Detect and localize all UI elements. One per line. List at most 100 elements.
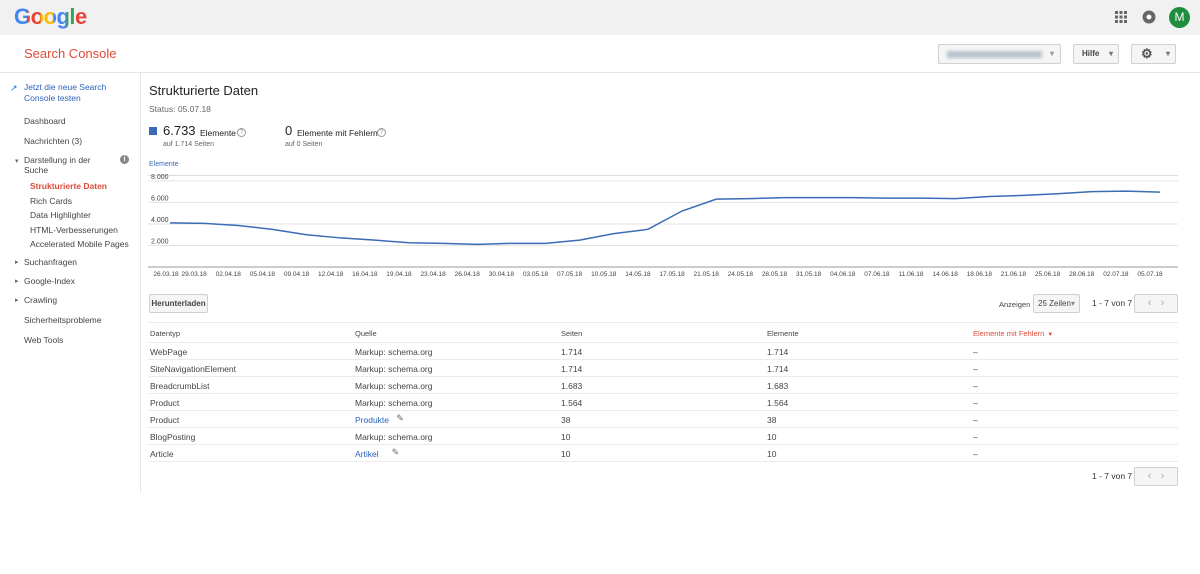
edit-icon[interactable]: ✎ [391,447,400,457]
x-tick-label: 05.07.18 [1137,271,1163,278]
table-cell: WebPage [150,347,188,357]
table-cell: 1.714 [767,347,789,357]
nav-subitem[interactable]: HTML-Verbesserungen [30,224,118,235]
series-name: Elemente [149,161,179,168]
table-cell: 1.714 [561,347,583,357]
table-cell: 10 [767,432,777,442]
column-header[interactable]: Datentyp [150,329,181,338]
x-tick-label: 12.04.18 [318,271,344,278]
table-cell[interactable]: Produkte [355,415,390,425]
nav-section[interactable]: Darstellung in der Suche [24,155,91,175]
table-row: BlogPosting Markup: schema.org 10 10 – [148,428,1178,445]
nav-item[interactable]: Web Tools [24,334,64,345]
table-cell: 1.564 [767,398,789,408]
external-icon: ↗ [10,83,18,93]
nav-subitem[interactable]: Data Highlighter [30,210,91,220]
table-cell: 1.683 [767,381,789,391]
rows-label: 25 Zeilen [1038,299,1071,308]
product-name[interactable]: Search Console [24,46,117,61]
x-tick-label: 07.06.18 [864,271,890,278]
help-icon[interactable]: ? [237,128,246,137]
table-cell: – [973,398,978,408]
nav-group[interactable]: Google-Index [24,276,76,286]
x-tick-label: 11.06.18 [899,271,924,278]
apps-icon[interactable] [1115,11,1127,23]
help-label: Hilfe [1082,49,1100,58]
table-row: Product Markup: schema.org 1.564 1.564 – [148,394,1178,411]
series-swatch [149,127,157,135]
settings-button[interactable]: ⚙ ▾ [1131,44,1176,64]
edit-icon[interactable]: ✎ [396,413,404,423]
nav-subitem[interactable]: Accelerated Mobile Pages [30,239,129,249]
table-cell: Article [150,449,174,459]
table-header: Datentyp Quelle Seiten Elemente Elemente mit… [148,322,1178,343]
table-cell: – [973,449,978,459]
table-cell: SiteNavigationElement [150,364,236,374]
table-cell: 10 [561,449,571,459]
table-cell: Markup: schema.org [355,432,433,442]
column-header[interactable]: Seiten [561,329,583,338]
table-cell: Product [150,398,180,408]
nav-subitem[interactable]: Rich Cards [30,195,73,206]
google-logo[interactable]: Google [14,4,87,29]
x-tick-label: 07.05.18 [557,271,583,278]
table-cell: – [973,432,978,442]
table-cell: 1.683 [561,381,583,391]
table-cell: 1.564 [561,398,583,408]
site-selector[interactable]: ▾ [938,44,1061,64]
x-tick-label: 17.05.18 [659,271,685,278]
pager-buttons[interactable]: ‹ › [1134,467,1178,486]
table-cell: – [973,347,978,357]
column-header[interactable]: Elemente mit Fehlern ▼ [973,329,1054,338]
page-title: Strukturierte Daten [149,83,259,98]
notifications-icon[interactable] [1142,10,1156,24]
nav-item[interactable]: Nachrichten (3) [24,136,83,146]
nav-group[interactable]: Crawling [24,295,58,305]
x-tick-label: 16.04.18 [352,271,378,278]
x-tick-label: 21.05.18 [694,271,720,278]
table-cell: – [973,364,978,374]
toolbar-divider [0,72,1200,73]
help-button[interactable]: Hilfe ▾ [1073,44,1119,64]
nav-group[interactable]: Suchanfragen [24,257,77,267]
expand-icon: ▾ [15,158,19,165]
table-row: Product Produkte ✎ 38 38 – [148,411,1178,428]
table-cell: 10 [767,449,777,459]
x-tick-label: 28.05.18 [762,271,788,278]
table-cell: Markup: schema.org [355,381,433,391]
table-cell: 38 [767,415,777,425]
stat-label: Elemente mit Fehlern [297,128,378,138]
x-tick-label: 29.03.18 [181,271,207,278]
x-tick-label: 26.04.18 [455,271,481,278]
help-icon[interactable]: ? [377,128,386,137]
x-tick-label: 04.06.18 [830,271,856,278]
y-tick-label: 2.000 [151,238,169,245]
table-cell: 1.714 [767,364,789,374]
nav-subitem[interactable]: Strukturierte Daten [30,181,107,191]
top-bar [0,0,1200,35]
table-cell: Markup: schema.org [355,347,433,357]
x-tick-label: 28.06.18 [1069,271,1095,278]
column-header[interactable]: Elemente [767,329,799,338]
x-tick-label: 26.03.18 [153,271,179,278]
status: Status: 05.07.18 [149,104,211,114]
table-cell[interactable]: Artikel [355,449,379,459]
chart: 2.000 4.000 6.000 8.000 26.03.18 29.03.18 02.0… [148,174,1178,278]
table-cell: 10 [561,432,571,442]
pager-buttons[interactable]: ‹ › [1134,294,1178,313]
column-header[interactable]: Quelle [355,329,377,338]
nav-item[interactable]: Sicherheitsprobleme [24,315,102,325]
x-tick-label: 10.05.18 [591,271,617,278]
rows-selector[interactable]: 25 Zeilen ▾ [1033,294,1080,313]
y-tick-label: 6.000 [151,195,169,202]
nav-item[interactable]: Dashboard [24,116,66,126]
table-cell: – [973,415,978,425]
avatar[interactable]: M [1169,7,1190,28]
y-tick-label: 8.000 [151,174,169,181]
download-button[interactable]: Herunterladen [149,294,208,313]
x-tick-label: 14.06.18 [933,271,959,278]
x-tick-label: 03.05.18 [523,271,549,278]
new-console-link[interactable]: Jetzt die neue Search Console testen [24,82,107,103]
table-row: Article Artikel ✎ 10 10 – [148,445,1178,462]
